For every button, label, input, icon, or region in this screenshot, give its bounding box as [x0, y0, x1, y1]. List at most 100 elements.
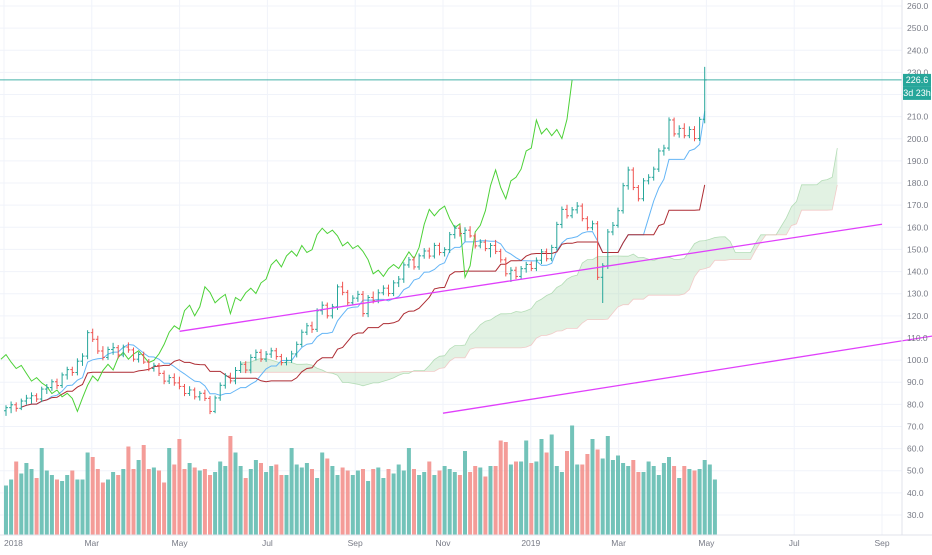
volume-bar: [626, 466, 631, 535]
ohlc-bar: [585, 216, 590, 231]
volume-bar: [610, 460, 615, 535]
ohlc-bar: [381, 285, 386, 296]
ohlc-bar: [19, 398, 24, 411]
volume-bar: [677, 478, 682, 535]
volume-bar: [345, 470, 350, 535]
ohlc-bar: [621, 182, 626, 214]
trendline: [179, 223, 883, 332]
volume-bar: [233, 452, 238, 535]
volume-bar: [44, 470, 49, 535]
y-tick-label: 110.0: [907, 333, 928, 343]
y-tick-label: 240.0: [907, 45, 929, 55]
lagging-span: [0, 79, 573, 413]
volume-bar: [396, 464, 401, 535]
volume-bar: [70, 470, 75, 535]
ohlc-bar: [197, 391, 202, 401]
volume-bar: [289, 448, 294, 535]
volume-bar: [371, 469, 376, 535]
volume-bar: [473, 466, 478, 535]
volume-bar: [381, 478, 386, 535]
ohlc-bar: [478, 239, 483, 249]
y-tick-label: 170.0: [907, 200, 929, 210]
volume-bar: [549, 434, 554, 535]
volume-bar: [539, 439, 544, 535]
volume-bar: [417, 475, 422, 535]
ohlc-bar: [498, 248, 503, 263]
volume-bar: [172, 464, 177, 535]
ohlc-bar: [554, 221, 559, 251]
volume-bar: [253, 460, 258, 535]
ohlc-bar: [519, 266, 524, 280]
ohlc-bar: [687, 126, 692, 139]
y-tick-label: 90.0: [907, 377, 924, 387]
ohlc-bar: [590, 220, 595, 231]
volume-bar: [100, 482, 105, 535]
ohlc-bar: [386, 284, 391, 297]
ohlc-bar: [524, 261, 529, 273]
volume-bar: [85, 452, 90, 535]
volume-bar: [595, 449, 600, 535]
ohlc-bar: [85, 330, 90, 360]
volume-bar: [361, 469, 365, 535]
volume-bar: [151, 467, 156, 535]
volume-bar: [519, 461, 524, 535]
ohlc-bar: [432, 242, 437, 259]
volume-bar: [687, 469, 692, 535]
volume-bar: [177, 439, 182, 535]
ohlc-bar: [350, 295, 355, 306]
volume-bar: [340, 467, 345, 535]
volume-bar: [202, 469, 207, 535]
ohlc-bar: [667, 117, 671, 151]
volume-bar: [656, 475, 661, 535]
volume-bar: [575, 464, 580, 535]
volume-bar: [559, 472, 564, 535]
volume-bar: [141, 445, 146, 535]
ohlc-bar: [595, 221, 600, 280]
volume-bar: [187, 463, 192, 535]
volume-bar: [80, 479, 85, 535]
ohlc-bar: [539, 248, 544, 265]
ohlc-bar: [157, 362, 161, 377]
volume-bar: [299, 467, 304, 535]
volume-bar: [355, 470, 360, 535]
volume-bar: [621, 463, 626, 535]
y-tick-label: 30.0: [907, 510, 924, 520]
ohlc-bar: [570, 206, 575, 219]
cloud-leading-span-a: [240, 148, 838, 387]
ohlc-bar: [131, 347, 136, 362]
volume-bar: [514, 461, 518, 535]
volume-bar: [661, 463, 666, 535]
trendlines[interactable]: [179, 86, 932, 414]
volume-bar: [131, 469, 136, 535]
y-tick-label: 250.0: [907, 23, 929, 33]
volume-bar: [554, 466, 559, 535]
volume-bar: [702, 460, 707, 535]
ohlc-bar: [95, 335, 100, 354]
volume-bar: [157, 470, 161, 535]
volume-bar: [712, 479, 717, 535]
volume-bar: [111, 472, 116, 535]
volume-bar: [320, 452, 325, 535]
volume-bar: [243, 478, 248, 535]
ohlc-bar: [182, 383, 187, 397]
ohlc-bar: [463, 227, 467, 242]
ohlc-bar: [111, 342, 116, 355]
x-axis[interactable]: 2018MarMayJulSepNov2019MarMayJulSepNov20…: [4, 538, 932, 548]
volume-bar: [391, 473, 396, 535]
ohlc-bar: [284, 357, 289, 366]
y-tick-label: 130.0: [907, 289, 929, 299]
y-tick-label: 210.0: [907, 112, 929, 122]
ohlc-bar: [121, 344, 126, 358]
volume-bar: [636, 472, 641, 535]
volume-bar: [478, 467, 483, 535]
volume-bar: [14, 461, 19, 535]
ohlc-bar: [355, 290, 360, 302]
ohlc-bar: [141, 351, 146, 364]
bar-countdown: 3d 23h: [903, 88, 931, 98]
volume-bar: [126, 446, 131, 535]
volume-bar: [279, 475, 284, 535]
ohlc-bar: [600, 263, 605, 303]
ohlc-bar: [167, 374, 172, 384]
volume-bar: [315, 478, 320, 535]
